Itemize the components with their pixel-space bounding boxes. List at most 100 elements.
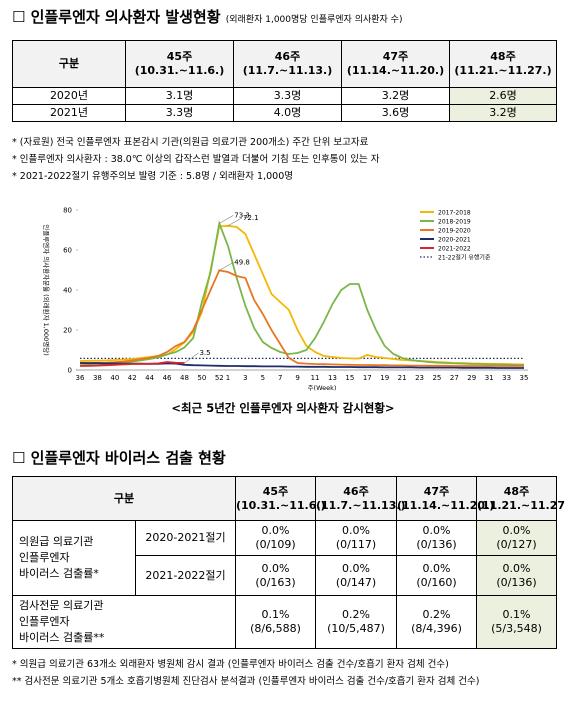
x-tick-label: 40	[110, 374, 119, 382]
header-cell: 구분	[12, 40, 126, 88]
x-tick-label: 46	[163, 374, 172, 382]
rate: 0.0%	[342, 524, 370, 537]
section-title: ☐ 인플루엔자 바이러스 검출 현황	[12, 449, 226, 467]
dates: (11.7.~11.13.)	[242, 64, 333, 77]
cell: 3.2명	[341, 87, 450, 105]
week: 46주	[343, 484, 369, 498]
row: 검사전문 의료기관 인플루엔자 바이러스 검출률** 0.1% (8/6,588) 0.2…	[12, 595, 557, 649]
row: 2021-2022절기 0.0% (0/163) 0.0% (0/147) 0.0% (0/…	[13, 555, 557, 596]
cell: 0.1% (5/3,548)	[476, 595, 557, 649]
x-tick-label: 19	[380, 374, 389, 382]
cell: 0.0% (0/147)	[315, 555, 397, 596]
x-tick-label: 52	[215, 374, 224, 382]
note: * (자료원) 전국 인플루엔자 표본감시 기관(의원급 의료기관 200개소)…	[12, 137, 369, 148]
legend-label: 2021-2022	[438, 245, 471, 252]
note: * 2021-2022절기 유행주의보 발령 기준 : 5.8명 / 외래환자 …	[12, 171, 293, 182]
x-tick-label: 29	[467, 374, 476, 382]
subtitle: (외래환자 1,000명당 인플루엔자 의사환자 수)	[225, 15, 403, 25]
notes-1: * (자료원) 전국 인플루엔자 표본감시 기관(의원급 의료기관 200개소)…	[12, 134, 379, 185]
x-tick-label: 13	[328, 374, 337, 382]
count: (0/109)	[255, 538, 296, 551]
x-tick-label: 25	[432, 374, 441, 382]
header-cell: 45주 (10.31.~11.6.)	[235, 476, 326, 521]
y-tick-label: 0	[68, 367, 72, 375]
header-cell: 47주 (11.14.~11.20.)	[341, 40, 450, 88]
header-row: 구분 45주 (10.31.~11.6.) 46주 (11.7.~11.13.) 47주(…	[12, 40, 557, 88]
x-tick-label: 31	[485, 374, 494, 382]
group-label: 의원급 의료기관 인플루엔자 바이러스 검출률*	[12, 520, 136, 596]
count: (8/6,588)	[250, 622, 301, 635]
point-label: 72.1	[243, 214, 259, 222]
count: (0/136)	[496, 575, 537, 589]
legend-label: 2020-2021	[438, 236, 471, 243]
table-1: 구분 45주 (10.31.~11.6.) 46주 (11.7.~11.13.) 47주(…	[12, 40, 557, 122]
x-tick-label: 48	[180, 374, 189, 382]
note: * 인플루엔자 의사환자 : 38.0℃ 이상의 갑작스런 발열과 더불어 기침…	[12, 154, 380, 165]
cell: 0.0% (0/109)	[235, 520, 316, 556]
count: (0/160)	[416, 575, 457, 589]
rate: 0.2%	[422, 608, 451, 621]
x-tick-label: 42	[128, 374, 137, 382]
cell: 0.0% (0/127)	[476, 520, 557, 556]
y-tick-label: 20	[63, 327, 72, 335]
dates: (10.31.~11.6.)	[134, 64, 225, 77]
series-line	[80, 269, 524, 367]
leader	[227, 217, 243, 227]
notes-2: * 의원급 의료기관 63개소 외래환자 병원체 감시 결과 (인플루엔자 바이…	[12, 656, 479, 690]
header-cell: 48주 (11.21.~11.27.)	[476, 476, 566, 521]
cell: 2020년	[12, 87, 126, 105]
count: (5/3,548)	[491, 622, 542, 635]
section-1-heading: ☐ 인플루엔자 의사환자 발생현황 (외래환자 1,000명당 인플루엔자 의사…	[12, 6, 402, 27]
series-line	[80, 220, 525, 366]
x-tick-label: 35	[520, 374, 529, 382]
note: ** 검사전문 의료기관 5개소 호흡기병원체 진단검사 분석결과 (인플루엔자…	[12, 676, 480, 687]
cell: 3.3명	[233, 87, 342, 105]
x-tick-label: 38	[93, 374, 102, 382]
row: 2021년 3.3명 4.0명 3.6명 3.2명	[12, 104, 557, 122]
header-cell: 46주 (11.7.~11.13.)	[233, 40, 342, 88]
x-tick-label: 1	[226, 374, 230, 382]
week: 47주	[382, 50, 409, 63]
note: * 의원급 의료기관 63개소 외래환자 병원체 감시 결과 (인플루엔자 바이…	[12, 659, 449, 670]
x-tick-label: 5	[261, 374, 265, 382]
label-line: 검사전문 의료기관	[19, 599, 104, 612]
table-2: 구분 45주 (10.31.~11.6.) 46주 (11.7.~11.13.) 47주(…	[12, 476, 566, 649]
cell: 0.2% (10/5,487)	[315, 595, 397, 649]
x-tick-label: 44	[145, 374, 154, 382]
rate: 0.0%	[502, 561, 531, 575]
cell: 0.0% (0/136)	[476, 555, 557, 596]
header-cell: 구분	[12, 476, 236, 521]
dates: (11.21.~11.27.)	[454, 64, 552, 77]
x-tick-label: 9	[295, 374, 299, 382]
count: (0/147)	[335, 575, 377, 589]
cell: 4.0명	[233, 104, 342, 122]
row: 의원급 의료기관 인플루엔자 바이러스 검출률* 2020-2021절기 0.0% (0/…	[12, 520, 557, 596]
y-tick-label: 60	[63, 247, 72, 255]
week: 45주	[262, 484, 289, 498]
section-2-heading: ☐ 인플루엔자 바이러스 검출 현황	[12, 447, 226, 468]
header-cell: 46주 (11.7.~11.13.)	[315, 476, 406, 521]
week: 45주	[166, 50, 193, 63]
leader	[219, 262, 234, 271]
x-tick-label: 50	[197, 374, 206, 382]
label-line: 인플루엔자	[19, 551, 70, 564]
x-tick-label: 7	[278, 374, 282, 382]
rate: 0.1%	[502, 608, 531, 621]
rate: 0.0%	[261, 561, 290, 575]
chart-caption: <최근 5년간 인플루엔자 의사환자 감시현황>	[171, 401, 395, 415]
rate: 0.0%	[502, 524, 531, 537]
cell: 3.2명	[449, 104, 557, 122]
section-title: ☐ 인플루엔자 의사환자 발생현황 (외래환자 1,000명당 인플루엔자 의사…	[12, 6, 402, 27]
dates: (11.21.~11.27.)	[477, 498, 566, 512]
count: (0/163)	[255, 575, 296, 589]
header-text: 구분	[113, 491, 135, 505]
dates: (10.31.~11.6.)	[236, 498, 326, 512]
label-line: 바이러스 검출률**	[19, 631, 105, 644]
cell: 3.6명	[341, 104, 450, 122]
cell: 0.0% (0/117)	[315, 520, 397, 556]
x-tick-label: 15	[345, 374, 354, 382]
x-tick-label: 27	[450, 374, 459, 382]
dates: (11.14.~11.20.)	[346, 64, 445, 77]
